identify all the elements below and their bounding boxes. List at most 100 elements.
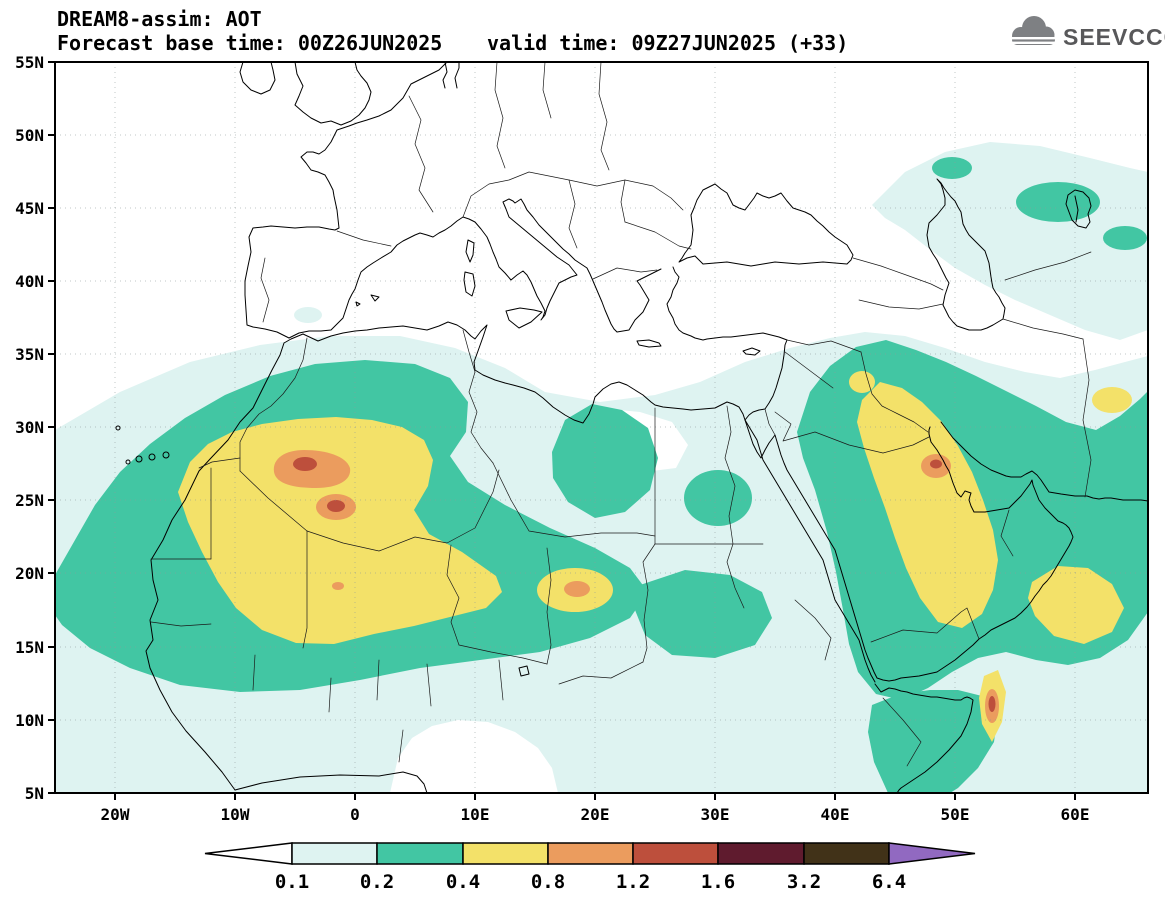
logo-text: SEEVCCC bbox=[1063, 24, 1165, 50]
x-tick-label: 30E bbox=[701, 805, 730, 824]
red-somalia bbox=[988, 696, 996, 712]
island-sardinia bbox=[463, 271, 476, 297]
colorbar-arrow-low bbox=[204, 842, 293, 865]
coast-aral bbox=[1065, 189, 1092, 229]
coast-denmark bbox=[442, 62, 460, 89]
colorbar-seg-3.2-6.4 bbox=[803, 842, 890, 865]
country-borders bbox=[150, 62, 1092, 767]
coast-iran bbox=[940, 421, 1148, 502]
island-cyprus bbox=[742, 347, 761, 356]
teal-caspian-1 bbox=[1016, 182, 1100, 222]
coast-arabia bbox=[774, 426, 1074, 682]
gridlines bbox=[55, 62, 1148, 793]
x-tick-label: 20E bbox=[581, 805, 610, 824]
seevccc-logo: SEEVCCC bbox=[1007, 16, 1165, 50]
islands-canary bbox=[115, 425, 170, 465]
y-axis-labels: 55N 50N 45N 40N 35N 30N 25N 20N 15N 10N … bbox=[15, 53, 44, 803]
shade-spain-pale bbox=[294, 307, 322, 323]
plot-area bbox=[55, 62, 1148, 793]
cloud-icon bbox=[1007, 16, 1059, 45]
island-crete bbox=[636, 339, 662, 348]
colorbar-labels: 0.1 0.2 0.4 0.8 1.2 1.6 3.2 6.4 bbox=[275, 871, 906, 893]
colorbar-label: 1.6 bbox=[701, 871, 735, 893]
x-tick-label: 20W bbox=[101, 805, 130, 824]
yellow-saudi bbox=[857, 382, 998, 628]
x-tick-label: 40E bbox=[821, 805, 850, 824]
y-tick-label: 10N bbox=[15, 711, 44, 730]
colorbar-seg-1.2-1.6 bbox=[632, 842, 719, 865]
colorbar-seg-0.8-1.2 bbox=[547, 842, 634, 865]
coast-gulf-guinea bbox=[234, 771, 428, 793]
coast-red-sea-west bbox=[744, 419, 876, 683]
coast-uk bbox=[294, 62, 372, 126]
page-title: DREAM8-assim: AOT bbox=[57, 7, 262, 31]
x-tick-label: 60E bbox=[1061, 805, 1090, 824]
teal-caspian-2 bbox=[932, 157, 972, 179]
coast-africa-north bbox=[145, 266, 788, 791]
lake-chad bbox=[518, 665, 530, 677]
y-tick-label: 35N bbox=[15, 345, 44, 364]
red-mali bbox=[327, 500, 345, 512]
island-corsica bbox=[465, 239, 475, 263]
x-tick-label: 10W bbox=[221, 805, 250, 824]
y-axis bbox=[48, 61, 55, 794]
colorbar-label: 0.2 bbox=[360, 871, 394, 893]
y-tick-label: 20N bbox=[15, 564, 44, 583]
coastlines bbox=[115, 62, 1148, 793]
colorbar-arrow-high bbox=[888, 842, 976, 865]
yellow-sahara bbox=[178, 417, 502, 644]
colorbar-seg-1.6-3.2 bbox=[717, 842, 805, 865]
forecast-base-time-label: Forecast base time: 00Z26JUN2025 bbox=[57, 31, 442, 55]
orange-dot-west bbox=[332, 582, 344, 590]
colorbar-seg-0.1-0.2 bbox=[291, 842, 378, 865]
teal-libya bbox=[552, 404, 658, 518]
yellow-east-edge bbox=[1092, 387, 1132, 413]
contour-band-0.4-0.8 bbox=[178, 371, 1132, 742]
teal-horn bbox=[868, 690, 998, 793]
island-sicily bbox=[505, 307, 543, 329]
coast-caspian bbox=[926, 178, 1006, 331]
colorbar-label: 1.2 bbox=[616, 871, 650, 893]
y-tick-label: 30N bbox=[15, 418, 44, 437]
coast-ireland bbox=[239, 62, 276, 95]
colorbar-label: 3.2 bbox=[787, 871, 821, 893]
colorbar-label: 0.4 bbox=[446, 871, 480, 893]
y-tick-label: 15N bbox=[15, 638, 44, 657]
y-tick-label: 50N bbox=[15, 126, 44, 145]
y-tick-label: 25N bbox=[15, 491, 44, 510]
y-tick-label: 40N bbox=[15, 272, 44, 291]
yellow-oman-sea bbox=[1028, 566, 1124, 644]
y-tick-label: 45N bbox=[15, 199, 44, 218]
river-nile bbox=[724, 405, 745, 609]
coast-horn-africa bbox=[874, 683, 974, 793]
coast-iberia-atlantic bbox=[244, 62, 448, 339]
valid-time-label: valid time: 09Z27JUN2025 (+33) bbox=[487, 31, 848, 55]
coast-black-sea bbox=[678, 183, 854, 267]
x-tick-label: 10E bbox=[461, 805, 490, 824]
colorbar-label: 0.8 bbox=[531, 871, 565, 893]
y-tick-label: 5N bbox=[25, 784, 44, 803]
colorbar-seg-0.4-0.8 bbox=[462, 842, 549, 865]
x-tick-label: 50E bbox=[941, 805, 970, 824]
coast-sinai bbox=[744, 419, 776, 459]
yellow-nw-iran bbox=[849, 371, 875, 393]
teal-ne-corner bbox=[1103, 226, 1147, 250]
y-tick-label: 55N bbox=[15, 53, 44, 72]
teal-sudan bbox=[635, 570, 772, 658]
teal-egypt-south bbox=[684, 470, 752, 526]
x-axis-labels: 20W 10W 0 10E 20E 30E 40E 50E 60E bbox=[101, 805, 1090, 824]
colorbar-label: 6.4 bbox=[872, 871, 906, 893]
x-axis bbox=[114, 793, 1076, 800]
colorbar: 0.1 0.2 0.4 0.8 1.2 1.6 3.2 6.4 bbox=[204, 842, 976, 893]
x-tick-label: 0 bbox=[350, 805, 360, 824]
contour-band-1.2-1.6 bbox=[293, 457, 996, 712]
hole-guinea bbox=[390, 720, 558, 793]
coast-med-europe bbox=[288, 198, 662, 339]
red-algeria bbox=[293, 457, 317, 471]
red-kuwait bbox=[930, 459, 942, 469]
island-balearics bbox=[355, 294, 380, 307]
colorbar-seg-0.2-0.4 bbox=[376, 842, 464, 865]
orange-chad bbox=[564, 581, 590, 597]
